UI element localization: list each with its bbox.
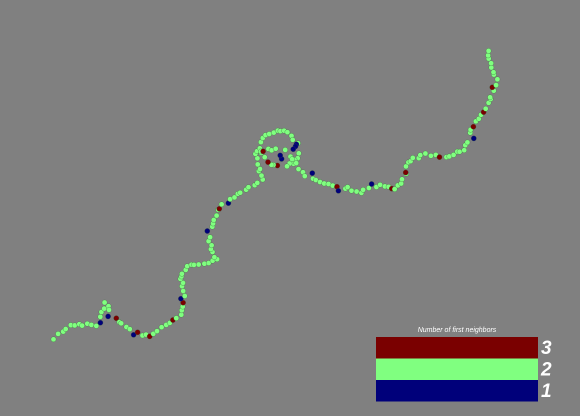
bead — [310, 171, 315, 176]
bead — [196, 262, 201, 267]
bead — [211, 217, 216, 222]
bead — [98, 314, 103, 319]
bead — [290, 137, 295, 142]
bead — [495, 77, 500, 82]
bead — [361, 187, 366, 192]
bead — [212, 255, 217, 260]
bead — [181, 288, 186, 293]
bead — [283, 147, 288, 152]
bead — [483, 106, 488, 111]
legend-swatch — [376, 380, 538, 402]
bead — [238, 190, 243, 195]
bead — [494, 83, 499, 88]
bead — [418, 153, 423, 158]
bead — [135, 330, 140, 335]
bead — [349, 188, 354, 193]
bead — [102, 300, 107, 305]
bead — [437, 155, 442, 160]
bead — [457, 149, 462, 154]
bead — [284, 164, 289, 169]
bead — [471, 136, 476, 141]
bead — [106, 314, 111, 319]
scene: Number of first neighbors 321 — [0, 0, 580, 416]
bead — [214, 213, 219, 218]
bead — [428, 153, 433, 158]
bead — [489, 61, 494, 66]
bead — [98, 320, 103, 325]
bead — [491, 70, 496, 75]
bead — [261, 149, 266, 154]
legend-swatch — [376, 337, 538, 359]
bead — [89, 322, 94, 327]
bead — [486, 48, 491, 53]
bead — [262, 155, 267, 160]
bead — [378, 182, 383, 187]
bead — [290, 157, 295, 162]
bead — [80, 323, 85, 328]
bead — [278, 153, 283, 158]
legend-swatch — [376, 359, 538, 381]
legend-title: Number of first neighbors — [418, 327, 497, 334]
bead — [63, 326, 68, 331]
bead — [246, 185, 251, 190]
bead — [294, 161, 299, 166]
bead — [56, 331, 61, 336]
bead — [296, 167, 301, 172]
bead — [462, 148, 467, 153]
bead — [219, 202, 224, 207]
bead — [72, 323, 77, 328]
legend: Number of first neighbors 321 — [376, 327, 552, 402]
bead — [369, 181, 374, 186]
bead — [336, 188, 341, 193]
bead — [354, 189, 359, 194]
bead — [191, 262, 196, 267]
bead — [182, 293, 187, 298]
bead — [208, 235, 213, 240]
bead — [154, 329, 159, 334]
bead — [127, 327, 132, 332]
bead — [403, 170, 408, 175]
bead — [423, 151, 428, 156]
bead — [399, 177, 404, 182]
bead — [255, 162, 260, 167]
bead — [465, 140, 470, 145]
legend-label: 1 — [541, 381, 552, 402]
legend-label: 3 — [541, 338, 552, 359]
bead — [106, 307, 111, 312]
bead — [159, 325, 164, 330]
bead — [273, 146, 278, 151]
bead — [257, 166, 262, 171]
bead — [51, 337, 56, 342]
bead — [410, 155, 415, 160]
bead — [267, 131, 272, 136]
bead — [259, 173, 264, 178]
bead — [488, 95, 493, 100]
legend-label: 2 — [540, 359, 552, 380]
bead — [302, 174, 307, 179]
bead — [291, 147, 296, 152]
bead — [179, 271, 184, 276]
bead — [119, 321, 124, 326]
bead — [296, 151, 301, 156]
bead — [265, 160, 270, 165]
bead — [205, 228, 210, 233]
bead — [285, 130, 290, 135]
bead — [471, 124, 476, 129]
page: {"legend": {"title": "Number of first ne… — [0, 0, 580, 416]
bead — [174, 316, 179, 321]
bead — [255, 180, 260, 185]
